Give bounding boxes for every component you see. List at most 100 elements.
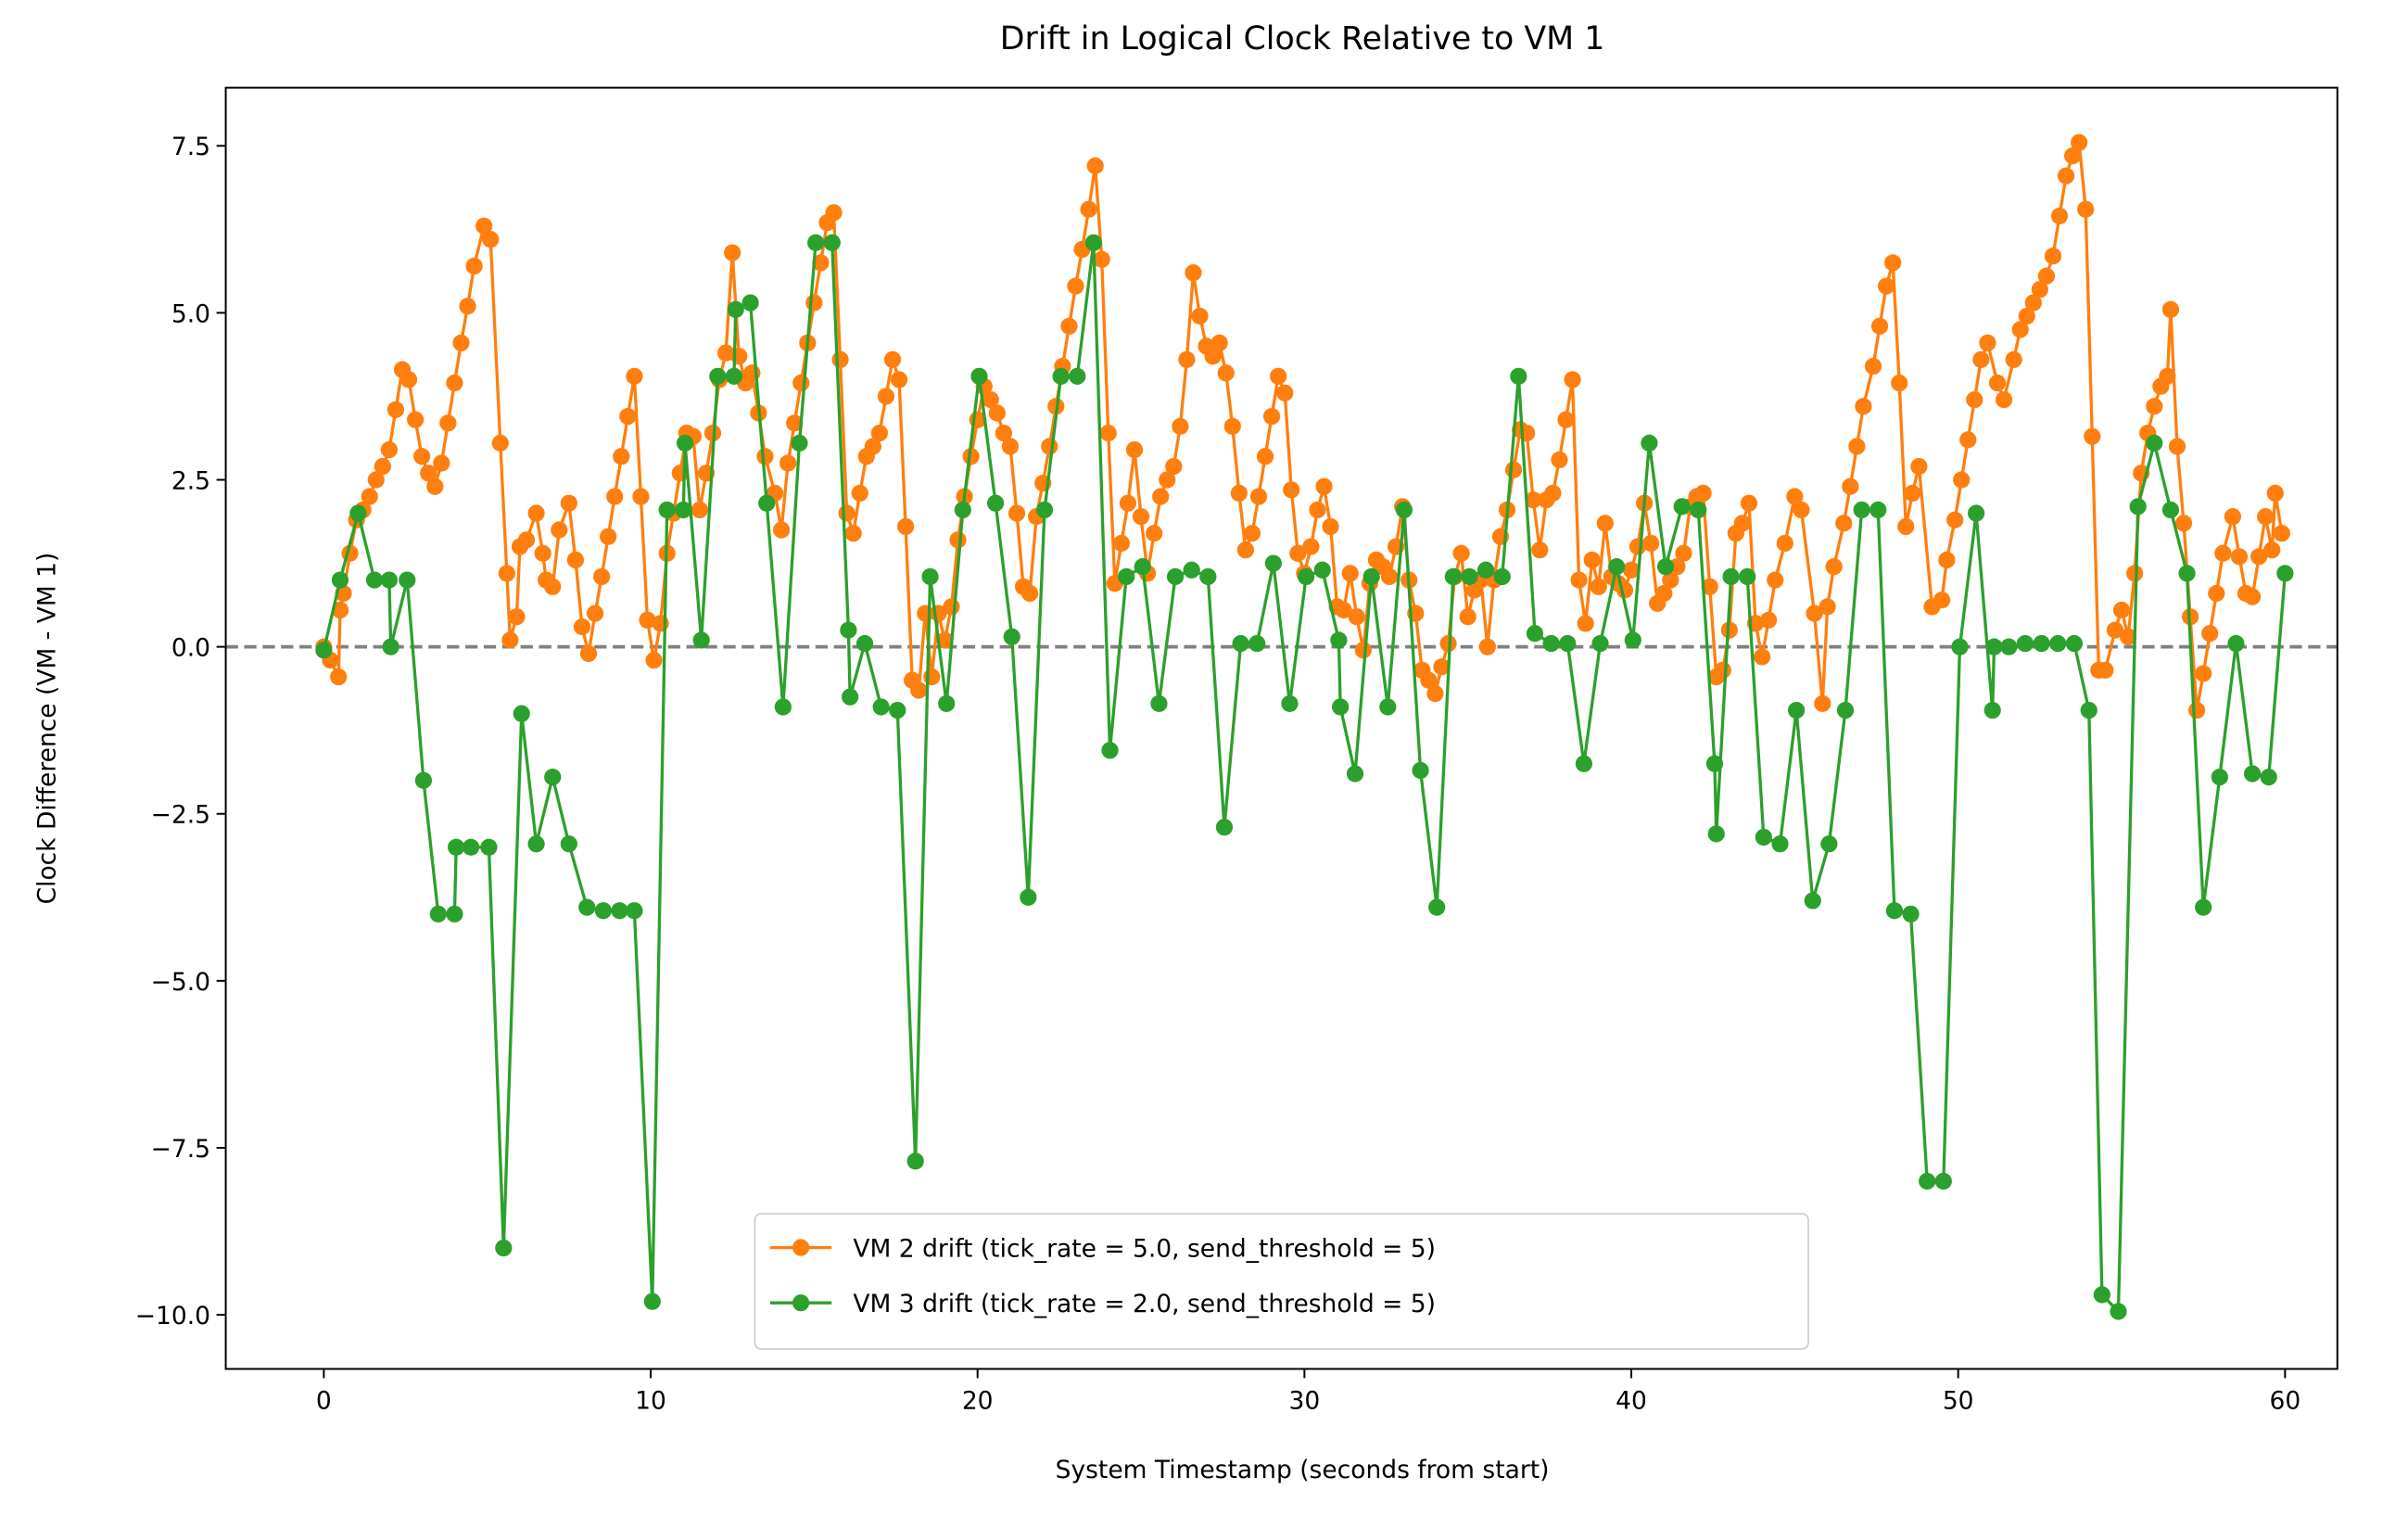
data-point	[560, 835, 577, 853]
data-point	[1897, 517, 1915, 536]
data-point	[1622, 561, 1641, 579]
data-point	[1904, 484, 1921, 503]
data-point	[361, 488, 378, 505]
data-point	[812, 254, 830, 272]
data-point	[890, 371, 908, 388]
data-point	[1694, 484, 1712, 503]
data-point	[1008, 504, 1026, 522]
data-point	[1525, 491, 1542, 509]
data-point	[1132, 508, 1150, 526]
data-point	[1575, 755, 1593, 772]
data-point	[527, 835, 545, 853]
data-point	[1979, 334, 1996, 351]
data-point	[399, 571, 416, 589]
legend-label: VM 3 drift (tick_rate = 2.0, send_thresh…	[853, 1290, 1436, 1318]
data-point	[534, 544, 551, 562]
data-point	[626, 367, 643, 385]
data-point	[1910, 457, 1928, 476]
x-tick-label: 40	[1616, 1387, 1647, 1416]
data-point	[2050, 207, 2069, 225]
data-point	[465, 257, 483, 275]
data-point	[480, 838, 498, 856]
data-point	[1675, 544, 1692, 562]
data-point	[1853, 501, 1870, 519]
data-point	[632, 488, 650, 505]
data-point	[560, 494, 577, 512]
data-point	[1262, 407, 1281, 426]
data-point	[883, 350, 902, 368]
data-point	[970, 367, 988, 385]
data-point	[1152, 488, 1170, 505]
data-point	[645, 651, 663, 669]
x-axis-label: System Timestamp (seconds from start)	[1056, 1456, 1550, 1484]
chart-title: Drift in Logical Clock Relative to VM 1	[1000, 20, 1605, 57]
data-point	[1510, 367, 1527, 385]
data-point	[2129, 498, 2147, 516]
data-point	[594, 902, 613, 920]
plot-frame	[224, 86, 2338, 1370]
data-point	[995, 424, 1013, 442]
data-point	[586, 605, 604, 622]
data-point	[475, 217, 493, 235]
data-point	[1760, 611, 1778, 629]
data-point	[1210, 334, 1228, 351]
data-point	[1021, 584, 1039, 603]
data-point	[1119, 494, 1137, 512]
data-point	[2126, 565, 2144, 582]
data-point	[374, 457, 391, 476]
data-point	[495, 1239, 513, 1257]
data-point	[1020, 888, 1037, 906]
data-point	[382, 638, 399, 656]
data-point	[1848, 438, 1866, 455]
data-point	[1590, 578, 1607, 595]
data-point	[1557, 411, 1575, 428]
data-point	[1820, 835, 1838, 853]
data-point	[2211, 768, 2228, 786]
data-point	[544, 768, 562, 786]
legend-marker	[792, 1239, 810, 1256]
data-point	[462, 838, 480, 856]
data-point	[1559, 634, 1577, 653]
data-point	[508, 608, 526, 626]
data-point	[367, 471, 385, 489]
data-point	[923, 668, 941, 686]
x-tick-label: 50	[1943, 1387, 1974, 1416]
data-point	[2071, 134, 2088, 151]
y-tick-label: −5.0	[151, 968, 210, 997]
data-point	[420, 465, 437, 482]
data-point	[1249, 488, 1268, 505]
data-point	[962, 448, 980, 465]
data-point	[1551, 451, 1568, 469]
data-point	[1159, 471, 1176, 489]
data-point	[838, 504, 855, 522]
data-point	[426, 477, 444, 495]
data-point	[1459, 608, 1476, 626]
data-point	[1885, 902, 1904, 920]
data-point	[1804, 892, 1821, 910]
data-point	[2146, 434, 2163, 452]
data-point	[1983, 701, 2001, 719]
data-point	[1191, 307, 1209, 325]
legend: VM 2 drift (tick_rate = 5.0, send_thresh…	[754, 1213, 1809, 1350]
data-point	[1341, 565, 1359, 582]
data-point	[864, 438, 881, 455]
data-point	[643, 1292, 661, 1310]
data-point	[1146, 525, 1163, 542]
data-point	[1788, 701, 1806, 719]
x-tick-label: 10	[635, 1387, 666, 1416]
data-point	[2188, 701, 2206, 719]
data-point	[896, 517, 915, 536]
data-point	[1493, 567, 1511, 586]
data-point	[1313, 561, 1331, 579]
data-point	[1125, 440, 1144, 459]
data-point	[606, 488, 624, 505]
data-point	[1069, 367, 1086, 385]
data-point	[1003, 628, 1020, 645]
data-point	[448, 838, 465, 856]
data-point	[792, 374, 810, 392]
data-point	[579, 644, 598, 662]
data-point	[1276, 384, 1294, 401]
x-tick-label: 30	[1288, 1387, 1320, 1416]
data-point	[1938, 551, 1956, 569]
